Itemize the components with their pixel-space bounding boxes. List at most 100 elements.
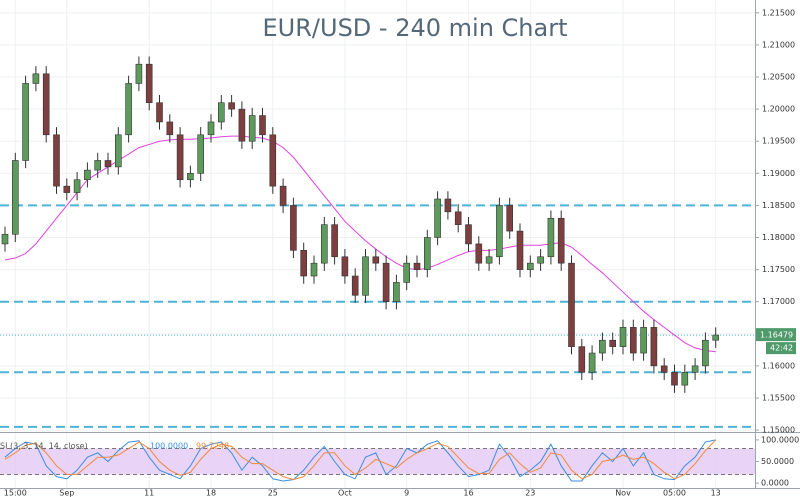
candle-body: [279, 185, 287, 206]
candle-body: [84, 169, 91, 181]
candle-body: [609, 339, 617, 347]
candle-body: [403, 262, 411, 283]
y-tick-label: 1.15000: [762, 426, 795, 435]
y-tick-label: 1.20500: [762, 73, 795, 82]
last-price-tag: [756, 328, 796, 342]
candle-body: [176, 134, 184, 181]
indicator-title: SI (3, 3, 14, 14, close): [0, 442, 88, 451]
candle-body: [290, 205, 297, 251]
candle-body: [578, 346, 586, 373]
candle-body: [444, 198, 452, 213]
candle-body: [372, 256, 380, 264]
candle-body: [588, 352, 596, 373]
y-tick-label: 1.19500: [762, 137, 795, 146]
candle-body: [496, 205, 503, 258]
candle-body: [32, 73, 40, 84]
candle-body: [269, 134, 277, 187]
moving-average: [4, 135, 716, 353]
candle-body: [351, 275, 359, 296]
candle-body: [248, 115, 256, 142]
candle-body: [599, 339, 606, 354]
candle-body: [691, 365, 699, 373]
candle-body: [166, 121, 174, 136]
y-tick-label: 1.16000: [762, 361, 795, 370]
candle-body: [413, 262, 421, 270]
x-tick-label: Sep: [59, 489, 74, 497]
candle-body: [22, 83, 29, 161]
x-tick-label: Oct: [338, 489, 352, 497]
candle-body: [218, 102, 225, 123]
candle-body: [382, 262, 390, 302]
candle-body: [712, 334, 720, 341]
last-price-label: 1.16479: [760, 331, 793, 340]
indicator-tick-label: 100.0000: [761, 435, 799, 444]
candle-body: [660, 365, 668, 373]
candle-body: [310, 262, 318, 277]
indicator-band: [0, 448, 755, 475]
candle-body: [259, 115, 266, 136]
candle-body: [485, 256, 493, 264]
y-tick-label: 1.21000: [762, 40, 795, 49]
candle-body: [475, 243, 483, 264]
oscillator-line: [4, 439, 717, 481]
axes: 1.150001.155001.160001.165001.170001.175…: [4, 8, 799, 497]
x-tick-label: 11: [144, 489, 154, 497]
candle-body: [115, 134, 122, 168]
oscillator-value-label: 100.0000: [150, 442, 188, 451]
candle-body: [362, 256, 369, 296]
candle-body: [197, 134, 204, 174]
candle-body: [53, 134, 60, 187]
candle-body: [671, 372, 678, 386]
candle-body: [629, 327, 637, 354]
candle-body: [145, 63, 153, 104]
x-tick-label: 16: [463, 489, 473, 497]
candle-body: [73, 179, 81, 193]
x-tick-label: 13: [711, 489, 721, 497]
candle-body: [156, 102, 163, 123]
candle-body: [681, 372, 689, 386]
candle-body: [423, 237, 431, 270]
x-tick-label: 23: [525, 489, 535, 497]
y-tick-label: 1.17000: [762, 297, 795, 306]
oscillator-value-label: 99.7248: [196, 442, 229, 451]
candle-body: [125, 83, 132, 136]
candle-body: [454, 211, 462, 225]
y-tick-label: 1.18500: [762, 201, 795, 210]
x-tick-label: 18: [206, 489, 216, 497]
y-tick-label: 1.20000: [762, 105, 795, 114]
candle-body: [331, 224, 338, 258]
y-tick-label: 1.19000: [762, 169, 795, 178]
candle-body: [1, 233, 9, 245]
indicator-pane: [0, 439, 755, 482]
candle-body: [526, 262, 534, 270]
candle-body: [640, 327, 647, 354]
candle-body: [568, 262, 575, 347]
candle-body: [650, 327, 658, 367]
oscillator-line: [4, 439, 716, 482]
candle-body: [557, 217, 565, 264]
candle-body: [135, 63, 143, 84]
candle-body: [506, 205, 514, 232]
candle-body: [300, 250, 308, 277]
candle-body: [238, 108, 246, 142]
x-tick-label: 9: [404, 489, 409, 497]
y-tick-label: 1.17500: [762, 265, 795, 274]
candle-body: [12, 160, 19, 235]
candle-body: [547, 217, 555, 258]
candle-body: [465, 224, 472, 245]
x-tick-label: 05:00: [663, 489, 686, 497]
indicator-tick-label: 50.0000: [761, 457, 794, 466]
candle-body: [104, 160, 112, 168]
plot-area: [0, 56, 755, 428]
candle-body: [516, 230, 524, 270]
candle-body: [42, 73, 50, 136]
candle-body: [187, 173, 194, 181]
x-tick-label: 15:00: [4, 489, 27, 497]
indicator-tick-label: 0.0000: [761, 479, 789, 488]
candle-body: [320, 224, 328, 264]
candle-body: [393, 282, 400, 302]
candle-body: [434, 198, 441, 238]
chart-title: EUR/USD - 240 min Chart: [263, 14, 568, 42]
candle-body: [63, 185, 71, 193]
